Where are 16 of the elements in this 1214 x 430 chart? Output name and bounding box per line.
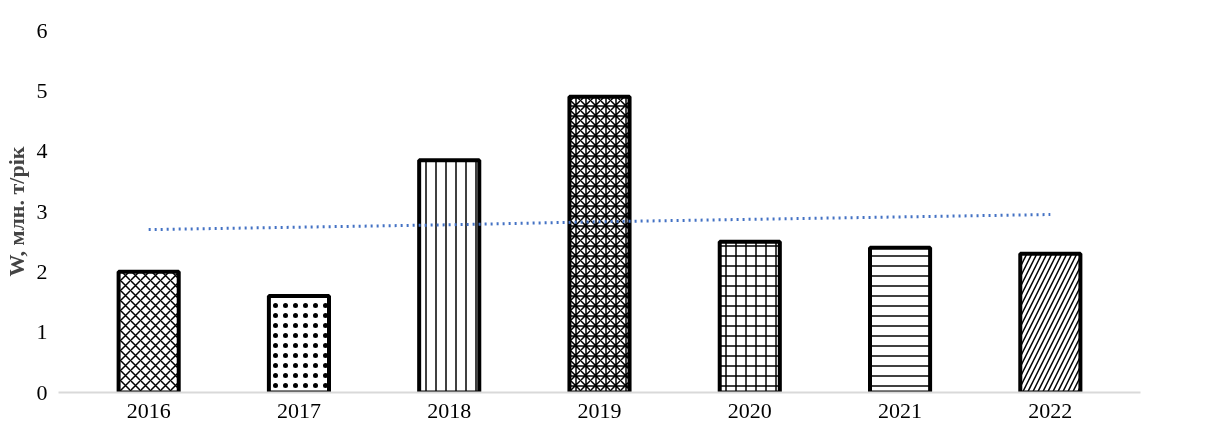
x-tick-label: 2021 bbox=[878, 397, 923, 423]
y-tick-label: 5 bbox=[36, 77, 48, 103]
x-tick-label: 2019 bbox=[577, 397, 622, 423]
x-tick-label: 2016 bbox=[126, 397, 171, 423]
y-tick-label: 2 bbox=[36, 258, 48, 284]
y-axis-title: W, млн. т/рік bbox=[3, 146, 29, 277]
x-tick-label: 2018 bbox=[427, 397, 472, 423]
y-tick-label: 6 bbox=[36, 17, 48, 43]
y-tick-label: 1 bbox=[36, 319, 48, 345]
x-tick-label: 2022 bbox=[1028, 397, 1073, 423]
y-tick-label: 3 bbox=[36, 198, 48, 224]
y-tick-label: 4 bbox=[36, 138, 48, 164]
x-tick-label: 2020 bbox=[727, 397, 772, 423]
y-tick-label: 0 bbox=[36, 379, 48, 405]
x-tick-label: 2017 bbox=[276, 397, 321, 423]
line-series bbox=[147, 213, 1052, 232]
